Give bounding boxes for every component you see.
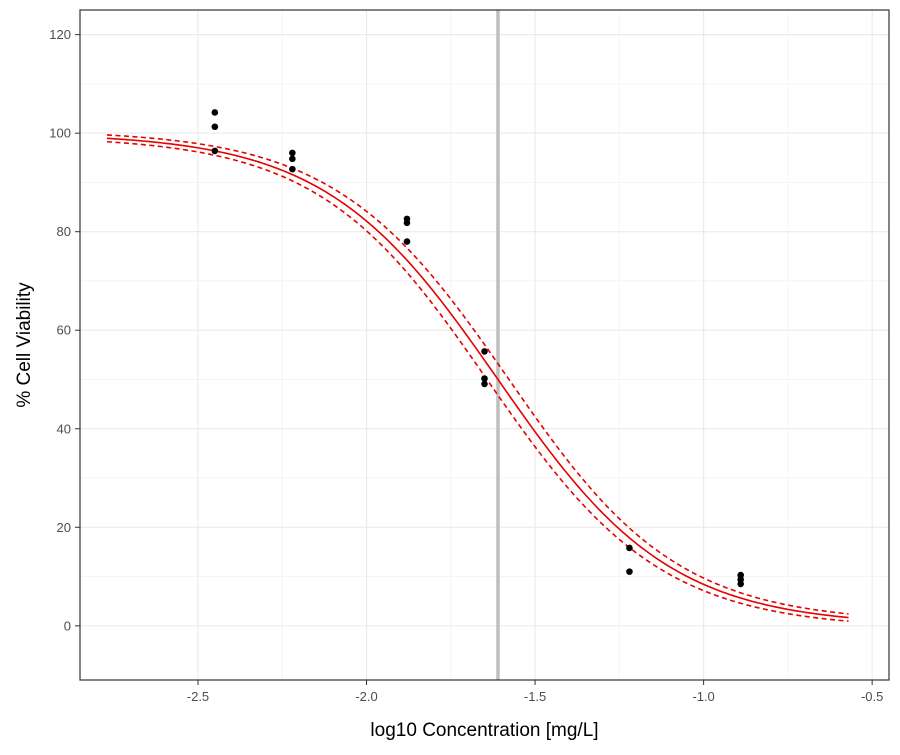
- y-tick-label: 60: [57, 323, 71, 338]
- y-tick-label: 20: [57, 520, 71, 535]
- y-tick-label: 100: [49, 126, 71, 141]
- x-tick-label: -1.0: [692, 689, 714, 704]
- data-point: [289, 149, 296, 157]
- data-point: [403, 238, 411, 245]
- lower-confidence-curve: [106, 140, 849, 622]
- y-tick-label: 0: [64, 618, 71, 633]
- y-axis-title: % Cell Viability: [14, 282, 35, 408]
- tick-layer: -2.5 -2.0 -1.5 -1.0 -0.5 0 20 40 60 80 100 120: [49, 27, 883, 704]
- x-axis-title: log10 Concentration [mg/L]: [370, 720, 598, 741]
- fit-curve-layer: [106, 134, 849, 622]
- data-point: [626, 544, 633, 552]
- x-tick-label: -0.5: [861, 689, 883, 704]
- x-tick-label: -2.5: [187, 689, 209, 704]
- data-point: [211, 123, 219, 131]
- x-tick-label: -1.5: [524, 689, 546, 704]
- data-point: [481, 348, 488, 355]
- panel-border: [79, 9, 890, 681]
- x-tick-label: -2.0: [355, 689, 377, 704]
- data-point: [211, 109, 219, 116]
- data-point: [626, 568, 633, 575]
- data-point: [289, 155, 296, 163]
- data-point-layer: [211, 109, 744, 588]
- upper-confidence-curve: [106, 134, 849, 615]
- data-point: [403, 219, 411, 227]
- data-point: [481, 375, 488, 382]
- data-point: [289, 165, 296, 173]
- y-tick-label: 120: [49, 27, 71, 42]
- y-tick-label: 40: [57, 421, 71, 436]
- fitted-curve: [106, 137, 849, 619]
- grid-layer: [80, 10, 889, 680]
- data-point: [211, 147, 219, 155]
- y-tick-label: 80: [57, 224, 71, 239]
- data-point: [737, 580, 744, 588]
- data-point: [481, 380, 488, 388]
